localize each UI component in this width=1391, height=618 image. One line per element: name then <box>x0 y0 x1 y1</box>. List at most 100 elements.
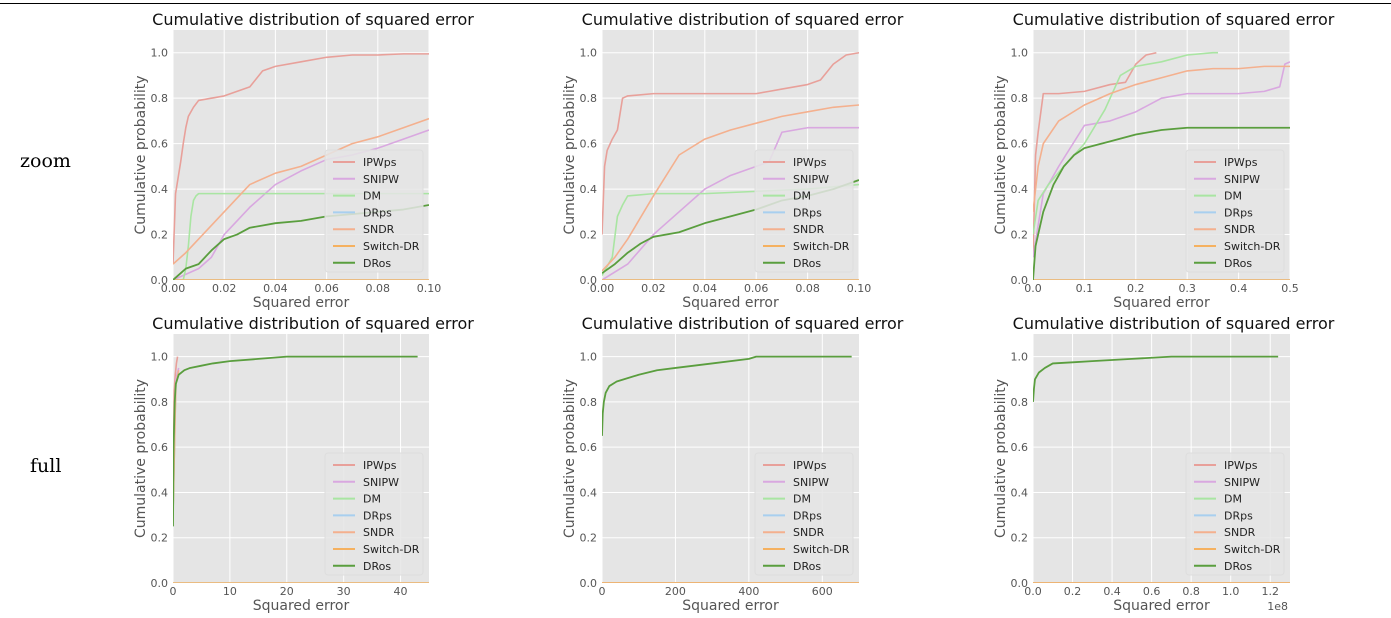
legend-label-drps: DRps <box>793 206 822 219</box>
legend-label-snipw: SNIPW <box>1224 476 1260 489</box>
x-tick-label: 20 <box>280 585 294 598</box>
y-axis-label: Cumulative probability <box>562 75 578 234</box>
series-line-ipwps <box>1033 51 1157 258</box>
series-line-ipwps <box>602 51 859 235</box>
x-axis-label: Squared error <box>682 295 779 311</box>
x-tick-label: 200 <box>665 585 686 598</box>
x-tick-label: 0.0 <box>1024 585 1042 598</box>
y-tick-label: 0.4 <box>580 183 598 196</box>
chart-2: 0.00 0.02 0.04 0.06 0.08 0.10 0.0 0.2 0.4 0.6 0.8 1… <box>562 10 904 311</box>
legend-label-switch-dr: Switch-DR <box>363 543 420 556</box>
series-group <box>173 355 429 583</box>
x-tick-label: 0.00 <box>161 282 186 295</box>
x-tick-label: 0.06 <box>744 282 769 295</box>
x-tick-label: 0.08 <box>795 282 820 295</box>
x-tick-label: 0.02 <box>641 282 666 295</box>
y-tick-label: 0.4 <box>151 486 169 499</box>
legend-label-switch-dr: Switch-DR <box>363 240 420 253</box>
legend-label-snipw: SNIPW <box>793 476 829 489</box>
x-tick-label: 0.4 <box>1103 585 1121 598</box>
chart-title: Cumulative distribution of squared error <box>1013 10 1335 29</box>
x-offset-label: 1e8 <box>1267 600 1288 613</box>
legend-box <box>324 149 424 273</box>
legend-label-drps: DRps <box>1224 509 1253 522</box>
y-tick-label: 0.6 <box>151 138 169 151</box>
x-tick-label: 1.0 <box>1222 585 1240 598</box>
legend-label-snipw: SNIPW <box>363 173 399 186</box>
chart-4: 0 10 20 30 40 0.0 0.2 0.4 0.6 0.8 1.0 Cumulative di… <box>133 314 474 614</box>
series-group <box>1033 355 1290 583</box>
legend-label-dros: DRos <box>1224 257 1252 270</box>
x-tick-label: 0.00 <box>590 282 615 295</box>
y-tick-label: 0.2 <box>151 229 169 242</box>
legend-label-switch-dr: Switch-DR <box>793 240 850 253</box>
legend-label-dm: DM <box>1224 493 1242 506</box>
chart-title: Cumulative distribution of squared error <box>582 314 904 333</box>
legend-label-drps: DRps <box>793 509 822 522</box>
x-tick-label: 40 <box>394 585 408 598</box>
x-tick-label: 0.5 <box>1281 282 1299 295</box>
series-line-dros <box>1033 126 1290 280</box>
x-tick-label: 0.02 <box>212 282 237 295</box>
series-line-ipwps <box>173 53 429 265</box>
x-tick-label: 10 <box>223 585 237 598</box>
x-tick-label: 400 <box>738 585 759 598</box>
legend-label-ipwps: IPWps <box>793 459 827 472</box>
x-tick-label: 0.04 <box>263 282 288 295</box>
legend-label-ipwps: IPWps <box>793 156 827 169</box>
legend: IPWps SNIPW DM DRps SNDR Switch-DR DRos <box>754 149 854 273</box>
x-tick-label: 0.4 <box>1230 282 1248 295</box>
legend: IPWps SNIPW DM DRps SNDR Switch-DR DRos <box>324 452 424 576</box>
chart-title: Cumulative distribution of squared error <box>582 10 904 29</box>
y-axis-label: Cumulative probability <box>562 379 578 538</box>
series-line-snipw <box>1033 61 1290 258</box>
x-tick-label: 0.10 <box>417 282 442 295</box>
x-axis-label: Squared error <box>1113 598 1210 614</box>
legend-label-switch-dr: Switch-DR <box>1224 543 1281 556</box>
chart-1: 0.00 0.02 0.04 0.06 0.08 0.10 0.0 0.2 0.4 0.6 0.8 1… <box>133 10 474 311</box>
y-axis-label: Cumulative probability <box>133 75 149 234</box>
series-line-snipw <box>173 129 429 280</box>
x-tick-label: 1.2 <box>1261 585 1279 598</box>
legend-label-ipwps: IPWps <box>363 156 397 169</box>
legend-label-sndr: SNDR <box>1224 526 1256 539</box>
legend-label-sndr: SNDR <box>363 223 395 236</box>
x-axis-label: Squared error <box>682 598 779 614</box>
legend-label-dros: DRos <box>363 257 391 270</box>
y-tick-label: 0.2 <box>1011 229 1029 242</box>
chart-title: Cumulative distribution of squared error <box>152 314 474 333</box>
y-tick-label: 1.0 <box>1011 351 1029 364</box>
y-tick-label: 0.0 <box>580 577 598 590</box>
chart-5: 0 200 400 600 0.0 0.2 0.4 0.6 0.8 1.0 Cumulative d… <box>562 314 904 614</box>
legend-label-dm: DM <box>1224 190 1242 203</box>
x-tick-label: 0.06 <box>314 282 339 295</box>
legend-label-switch-dr: Switch-DR <box>1224 240 1281 253</box>
x-tick-label: 0.2 <box>1064 585 1082 598</box>
x-tick-label: 0.2 <box>1127 282 1145 295</box>
legend-label-ipwps: IPWps <box>1224 459 1258 472</box>
legend-box <box>1185 149 1285 273</box>
x-tick-label: 0.6 <box>1143 585 1161 598</box>
legend-label-dm: DM <box>793 493 811 506</box>
chart-title: Cumulative distribution of squared error <box>1013 314 1335 333</box>
series-group <box>602 355 859 583</box>
x-tick-label: 0.3 <box>1178 282 1196 295</box>
y-tick-label: 0.0 <box>151 577 169 590</box>
y-tick-label: 0.4 <box>1011 486 1029 499</box>
x-axis-label: Squared error <box>1113 295 1210 311</box>
legend-label-sndr: SNDR <box>793 223 825 236</box>
y-tick-label: 1.0 <box>1011 47 1029 60</box>
y-tick-label: 0.6 <box>151 441 169 454</box>
top-rule <box>0 3 1391 4</box>
x-tick-label: 0.0 <box>1024 282 1042 295</box>
x-axis-label: Squared error <box>253 295 350 311</box>
y-tick-label: 0.8 <box>151 396 169 409</box>
legend-box <box>324 452 424 576</box>
y-tick-label: 1.0 <box>580 351 598 364</box>
series-line-snipw <box>602 126 859 280</box>
legend-label-switch-dr: Switch-DR <box>793 543 850 556</box>
legend-label-drps: DRps <box>1224 206 1253 219</box>
legend-box <box>754 452 854 576</box>
series-line-dros <box>602 355 852 436</box>
y-tick-label: 0.8 <box>1011 92 1029 105</box>
